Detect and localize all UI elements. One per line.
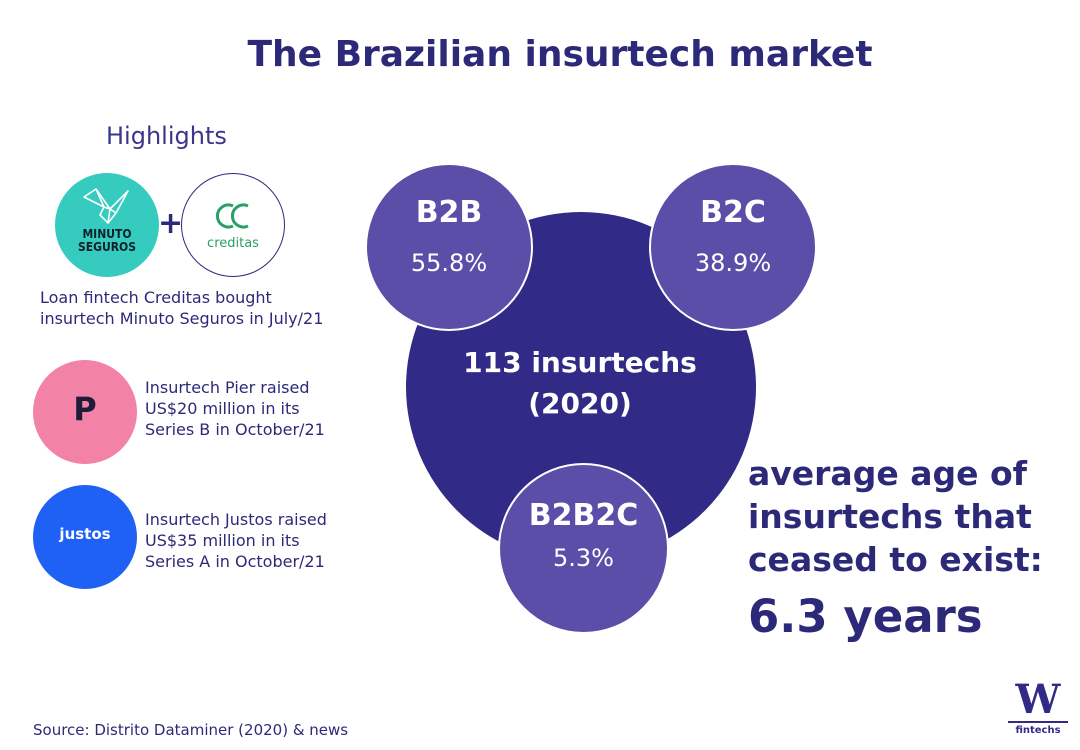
justos-logo: justos [33, 485, 137, 589]
total-year: (2020) [528, 387, 632, 420]
brand-divider [1008, 721, 1068, 723]
total-insurtechs-label: 113 insurtechs (2020) [430, 342, 730, 424]
justos-logo-text: justos [59, 525, 111, 543]
acquisition-note: Loan fintech Creditas bought insurtech M… [40, 287, 323, 329]
segment-share: 55.8% [410, 249, 488, 277]
segment-label: B2B2C [528, 498, 639, 533]
note-line: Series B in October/21 [145, 420, 325, 439]
plus-sign: + [158, 206, 184, 241]
average-age-caption: average age of insurtechs that ceased to… [748, 452, 1078, 581]
highlights-heading: Highlights [106, 122, 227, 150]
caption-line: ceased to exist: [748, 540, 1043, 579]
caption-line: average age of [748, 454, 1027, 493]
b2b2c-segment-circle: B2B2C 5.3% [498, 463, 669, 634]
caption-line: insurtechs that [748, 497, 1032, 536]
b2b-segment-circle: B2B 55.8% [365, 163, 533, 331]
segment-label: B2B [415, 195, 483, 230]
w-fintechs-logo: W fintechs [1008, 680, 1068, 736]
brand-letter: W [1015, 676, 1061, 723]
creditas-logo: creditas [181, 173, 285, 277]
note-line: Insurtech Justos raised [145, 510, 327, 529]
pier-logo: P [33, 360, 137, 464]
justos-note: Insurtech Justos raised US$35 million in… [145, 509, 327, 572]
pier-note: Insurtech Pier raised US$20 million in i… [145, 377, 325, 440]
source-note: Source: Distrito Dataminer (2020) & news [33, 721, 349, 739]
pier-logo-letter: P [73, 390, 97, 428]
note-line: US$35 million in its [145, 531, 300, 550]
b2c-segment-circle: B2C 38.9% [649, 163, 817, 331]
brand-sub: fintechs [1015, 725, 1061, 736]
segment-label: B2C [700, 195, 766, 230]
creditas-cc-icon [215, 203, 249, 229]
segment-share: 38.9% [694, 249, 772, 277]
note-line: Series A in October/21 [145, 552, 325, 571]
note-line: Loan fintech Creditas bought [40, 288, 272, 307]
minuto-logo-line1: MINUTO [82, 227, 132, 241]
minuto-logo-line2: SEGUROS [77, 240, 137, 254]
note-line: insurtech Minuto Seguros in July/21 [40, 309, 324, 328]
creditas-logo-text: creditas [207, 236, 259, 251]
origami-crane-icon [83, 188, 129, 224]
segment-share: 5.3% [553, 544, 614, 572]
page-title: The Brazilian insurtech market [247, 34, 873, 75]
average-age-value: 6.3 years [748, 590, 983, 643]
note-line: Insurtech Pier raised [145, 378, 310, 397]
total-count: 113 insurtechs [463, 346, 697, 379]
note-line: US$20 million in its [145, 399, 300, 418]
minuto-seguros-logo: MINUTO SEGUROS [55, 173, 159, 277]
